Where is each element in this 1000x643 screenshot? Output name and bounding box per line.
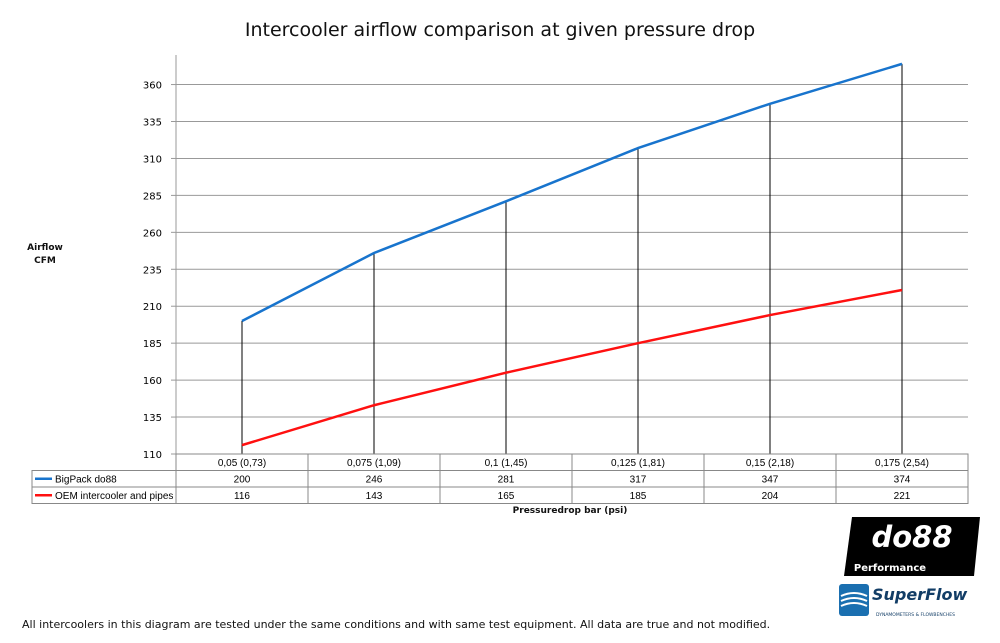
x-axis-label: Pressuredrop bar (psi) [512, 506, 628, 516]
data-label: 347 [762, 475, 779, 486]
x-tick-label: 0,175 (2,54) [875, 458, 929, 469]
data-label: 317 [630, 475, 647, 486]
x-tick-label: 0,15 (2,18) [746, 458, 794, 469]
data-label: 221 [894, 491, 911, 502]
svg-text:DYNAMOMETERS & FLOWBENCHES: DYNAMOMETERS & FLOWBENCHES [876, 612, 955, 618]
superflow-logo: SuperFlow DYNAMOMETERS & FLOWBENCHES [839, 584, 968, 618]
chart-title: Intercooler airflow comparison at given … [244, 19, 756, 41]
y-axis-label: Airflow CFM [20, 242, 70, 268]
series-line-2 [241, 288, 903, 447]
y-axis-label-line1: Airflow [27, 243, 63, 253]
data-label: 116 [234, 491, 250, 502]
do88-logo: do88 Performance [844, 517, 980, 576]
svg-text:SuperFlow: SuperFlow [872, 585, 968, 604]
y-tick-label: 160 [143, 376, 162, 387]
y-tick-label: 185 [143, 339, 162, 350]
legend-label: BigPack do88 [55, 475, 117, 486]
svg-text:Performance: Performance [854, 563, 926, 574]
svg-text:do88: do88 [871, 520, 952, 554]
y-tick-label: 235 [143, 265, 162, 276]
data-label: 246 [366, 475, 383, 486]
footnote: All intercoolers in this diagram are tes… [22, 618, 771, 631]
x-tick-label: 0,125 (1,81) [611, 458, 665, 469]
legend-label: OEM intercooler and pipes [55, 491, 173, 502]
y-tick-label: 335 [143, 118, 162, 129]
data-label: 185 [630, 491, 647, 502]
y-tick-label: 360 [143, 81, 162, 92]
y-tick-label: 285 [143, 191, 162, 202]
series-line-1 [241, 62, 903, 323]
y-tick-label: 110 [143, 450, 162, 461]
x-tick-label: 0,075 (1,09) [347, 458, 401, 469]
x-tick-label: 0,05 (0,73) [218, 458, 266, 469]
data-label: 281 [498, 475, 515, 486]
data-label: 204 [762, 491, 779, 502]
data-label: 143 [366, 491, 383, 502]
data-label: 200 [234, 475, 251, 486]
data-label: 374 [894, 475, 911, 486]
y-tick-label: 210 [143, 302, 162, 313]
y-tick-label: 310 [143, 154, 162, 165]
data-label: 165 [498, 491, 515, 502]
x-tick-label: 0,1 (1,45) [485, 458, 528, 469]
y-axis-label-line2: CFM [34, 256, 56, 266]
y-tick-label: 135 [143, 413, 162, 424]
y-tick-label: 260 [143, 228, 162, 239]
